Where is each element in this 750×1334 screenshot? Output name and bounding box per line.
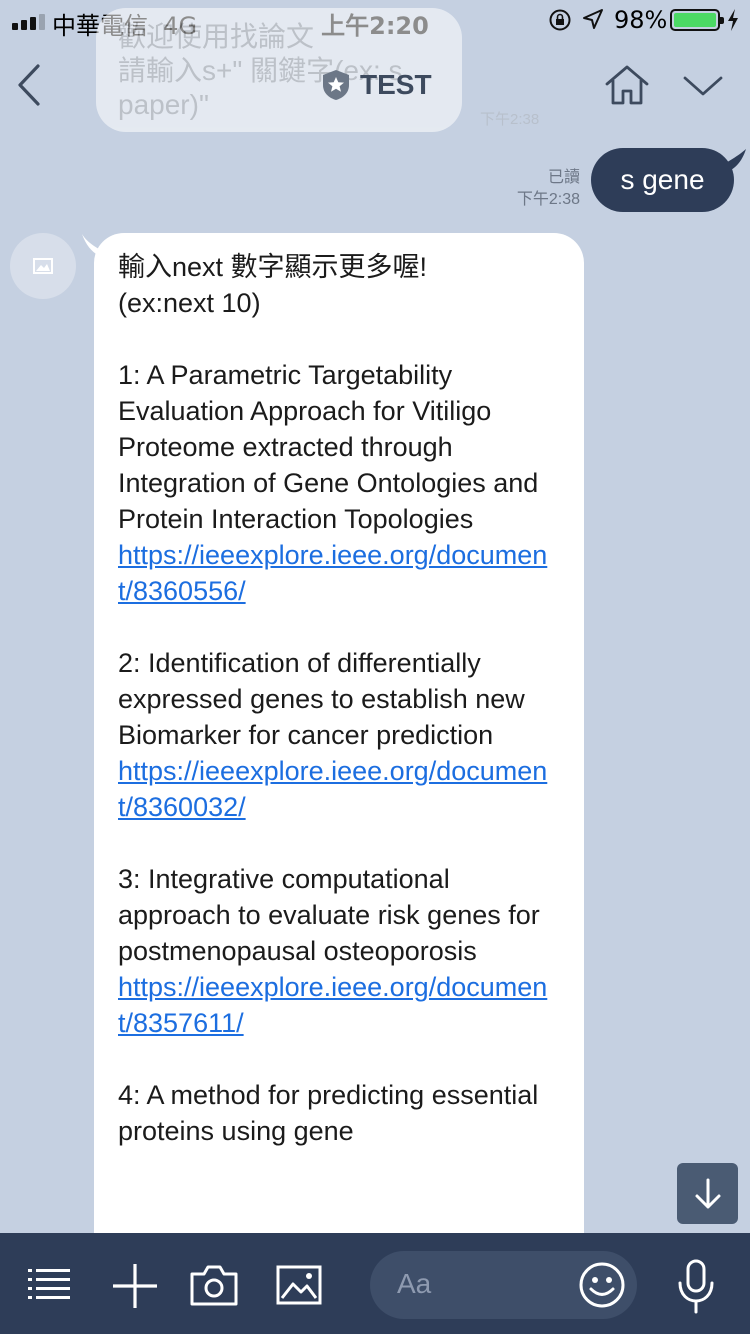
paper-link[interactable]: https://ieeexplore.ieee.org/document/836… [118, 756, 548, 822]
image-gallery-icon[interactable] [276, 1265, 322, 1305]
paper-entry: 4: A method for predicting essential pro… [118, 1077, 562, 1149]
message-intro-line: (ex:next 10) [118, 288, 261, 318]
image-placeholder-icon [33, 258, 53, 274]
previous-message-line: paper)" [118, 89, 209, 120]
home-icon[interactable] [604, 64, 650, 106]
paper-entry: 2: Identification of differentially expr… [118, 645, 562, 825]
charging-bolt-icon [728, 9, 738, 31]
previous-message-line: 請輸入s+" 關鍵字(ex: s [118, 55, 403, 86]
message-intro-line: 輸入next 數字顯示更多喔! [118, 252, 428, 282]
previous-message-bubble: 歡迎使用找論文 請輸入s+" 關鍵字(ex: s paper)" [96, 8, 462, 132]
chat-title-label: TEST [360, 69, 432, 100]
battery-icon [670, 9, 724, 31]
paper-title: 3: Integrative computational approach to… [118, 864, 540, 966]
previous-message-time: 下午2:38 [480, 111, 540, 128]
paper-title: 2: Identification of differentially expr… [118, 648, 525, 750]
chat-title[interactable]: TEST [322, 67, 432, 103]
battery-percentage: 98% [614, 6, 668, 34]
read-receipt: 已讀 [547, 169, 580, 186]
received-message-bubble[interactable]: 輸入next 數字顯示更多喔! (ex:next 10) 1: A Parame… [94, 233, 584, 1333]
chevron-down-icon[interactable] [682, 72, 724, 100]
microphone-icon[interactable] [676, 1259, 716, 1315]
previous-message-line: 歡迎使用找論文 [118, 21, 315, 52]
official-account-star-icon [323, 70, 349, 100]
rotation-lock-icon [549, 9, 571, 31]
message-input[interactable]: Aa [370, 1251, 637, 1319]
camera-icon[interactable] [190, 1264, 238, 1306]
message-input-placeholder: Aa [397, 1268, 432, 1299]
bottom-toolbar: Aa [0, 1233, 750, 1334]
paper-link[interactable]: https://ieeexplore.ieee.org/document/835… [118, 972, 548, 1038]
arrow-down-icon [695, 1178, 720, 1208]
emoji-icon[interactable] [577, 1260, 627, 1310]
paper-link[interactable]: https://ieeexplore.ieee.org/document/836… [118, 540, 548, 606]
paper-title: 1: A Parametric Targetability Evaluation… [118, 360, 539, 534]
paper-entry: 3: Integrative computational approach to… [118, 861, 562, 1041]
menu-list-icon[interactable] [28, 1267, 72, 1301]
back-chevron-icon[interactable] [14, 62, 44, 108]
location-arrow-icon [583, 9, 603, 29]
avatar[interactable] [10, 233, 76, 299]
sent-message-bubble[interactable]: s gene [591, 148, 734, 212]
scroll-to-bottom-button[interactable] [677, 1163, 738, 1224]
message-time: 下午2:38 [516, 191, 580, 208]
paper-entry: 1: A Parametric Targetability Evaluation… [118, 357, 562, 609]
paper-title: 4: A method for predicting essential pro… [118, 1080, 539, 1146]
plus-icon[interactable] [112, 1263, 158, 1309]
